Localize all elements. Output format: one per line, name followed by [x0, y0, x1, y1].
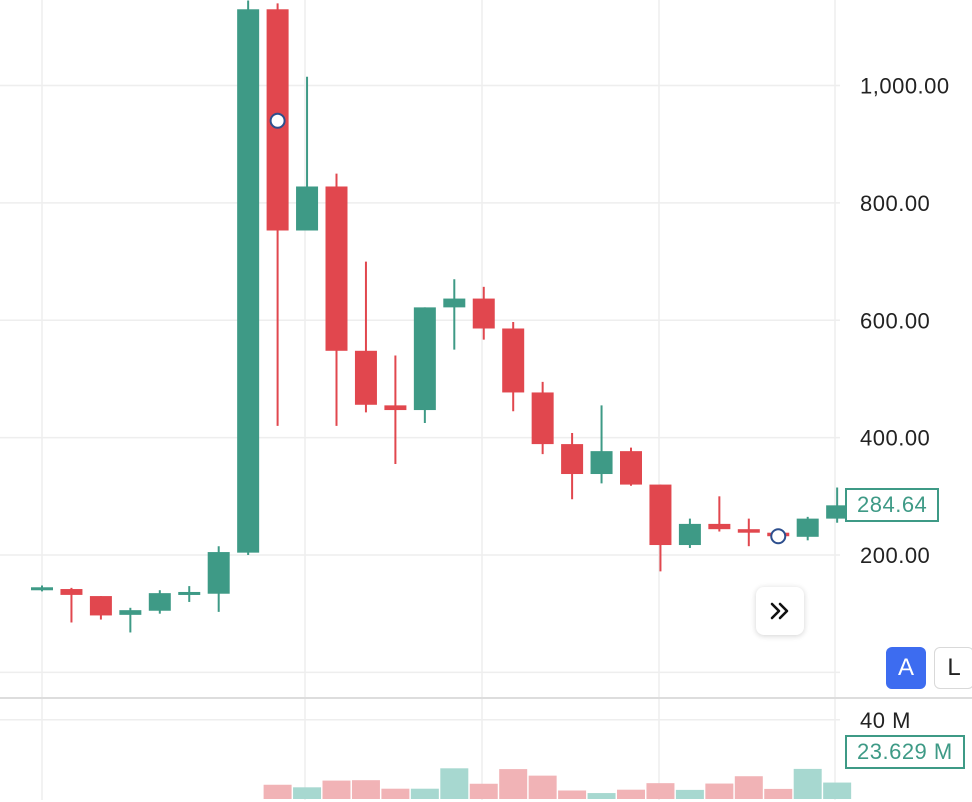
candle [413, 307, 436, 423]
candle [296, 76, 319, 231]
volume-bar [793, 768, 822, 799]
candle-body [384, 405, 407, 411]
volume-bar [617, 789, 645, 799]
candle-body [502, 328, 525, 393]
candle [472, 286, 495, 340]
volume-tick-label: 40 M [860, 708, 911, 733]
candle-body [796, 518, 819, 537]
volume-bar [381, 788, 410, 799]
candle [443, 279, 466, 350]
volume-bar [734, 776, 763, 799]
candle [60, 587, 83, 623]
volume-bar [410, 788, 439, 799]
volume-bar [558, 790, 587, 799]
candle-body [708, 523, 731, 530]
candle [148, 590, 171, 614]
volume-bars [263, 768, 852, 799]
volume-bar [675, 789, 704, 799]
volume-bar [263, 784, 292, 799]
candle [354, 261, 377, 413]
volume-bar [764, 788, 793, 799]
candle-body [472, 298, 495, 329]
price-tick-label: 400.00 [860, 426, 930, 451]
candle [649, 484, 672, 572]
candle [266, 3, 289, 426]
event-markers[interactable] [269, 112, 787, 545]
candle [178, 586, 201, 602]
candle-body [620, 451, 642, 485]
event-marker [770, 528, 787, 545]
volume-bar [293, 787, 322, 799]
candle-body [531, 392, 554, 445]
candle-body [354, 350, 377, 405]
candle [502, 322, 525, 412]
price-tick-label: 800.00 [860, 191, 930, 216]
candle [31, 585, 53, 592]
candle [384, 355, 407, 465]
scroll-to-latest-button[interactable] [756, 587, 804, 635]
volume-bar [705, 783, 734, 799]
candle-body [237, 9, 260, 553]
candle [207, 546, 230, 612]
candle-body [31, 587, 53, 591]
price-tick-label: 600.00 [860, 308, 930, 333]
candle [237, 0, 260, 555]
candle-body [148, 593, 171, 611]
price-tick-label: 1,000.00 [860, 74, 950, 99]
candle [796, 516, 819, 541]
last-price-badge: 284.64 [845, 488, 940, 523]
volume-bar [440, 768, 469, 799]
volume-bar [587, 793, 616, 799]
volume-axis[interactable]: 40 M [860, 708, 911, 733]
candle-body [178, 591, 201, 595]
candle-body [119, 610, 142, 615]
candle-body [413, 307, 436, 411]
price-candles [31, 0, 849, 633]
candle [89, 596, 112, 620]
volume-bar [322, 780, 351, 799]
candle [620, 447, 642, 486]
candle [561, 432, 584, 500]
candle-body [590, 451, 613, 475]
candle-body [826, 505, 849, 519]
log-scale-button[interactable]: L [934, 647, 972, 689]
candle-body [325, 186, 348, 351]
double-chevron-right-icon [770, 602, 789, 620]
volume-bar [469, 783, 498, 799]
price-tick-label: 200.00 [860, 543, 930, 568]
last-volume-badge: 23.629 M [845, 735, 965, 770]
volume-bar [351, 780, 380, 799]
volume-bar [499, 769, 528, 799]
auto-scale-button[interactable]: A [886, 647, 926, 689]
volume-bar [646, 783, 675, 799]
candle [325, 173, 348, 426]
candle [590, 405, 613, 484]
candle-body [207, 552, 230, 594]
candle-body [60, 589, 83, 595]
candle [531, 381, 554, 455]
candle [708, 496, 731, 532]
candle [119, 607, 142, 633]
candle [737, 518, 760, 547]
grid-lines [0, 0, 840, 800]
candle-body [737, 529, 760, 533]
candle-body [678, 523, 701, 546]
volume-bar [823, 782, 852, 799]
candle-body [561, 444, 584, 475]
candle-body [649, 484, 672, 546]
volume-bar [528, 775, 557, 799]
candle-body [296, 186, 319, 231]
candle-body [89, 596, 112, 616]
price-axis[interactable]: 1,000.00 800.00 600.00 400.00 200.00 [860, 74, 950, 568]
event-marker [269, 112, 286, 129]
candle [678, 518, 701, 548]
candle [826, 487, 849, 523]
candle-body [443, 298, 466, 308]
